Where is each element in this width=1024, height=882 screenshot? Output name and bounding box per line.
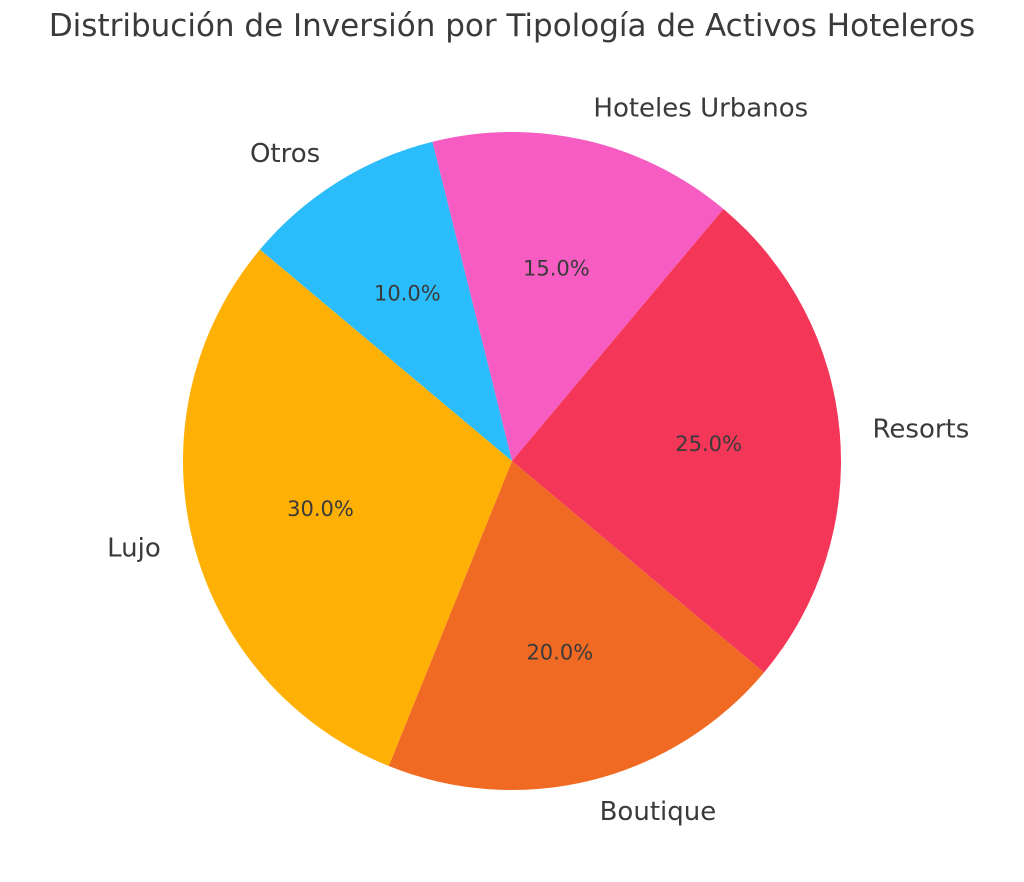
pie-label-resorts: Resorts: [873, 415, 970, 445]
pie-label-boutique: Boutique: [600, 797, 717, 827]
pie-pct-boutique: 20.0%: [526, 641, 593, 665]
pie-pct-resorts: 25.0%: [675, 432, 742, 456]
pie-label-hoteles-urbanos: Hoteles Urbanos: [593, 93, 808, 123]
pie-pct-otros: 10.0%: [374, 282, 441, 306]
chart-title: Distribución de Inversión por Tipología …: [48, 8, 976, 44]
pie-slice-resorts: [512, 208, 842, 673]
pie-slice-hoteles-urbanos: [432, 131, 724, 461]
pie-slice-lujo: [182, 249, 512, 767]
pie-pct-hoteles-urbanos: 15.0%: [523, 257, 590, 281]
pie-label-otros: Otros: [250, 139, 320, 169]
pie-pct-lujo: 30.0%: [287, 497, 354, 521]
pie-label-lujo: Lujo: [107, 534, 161, 564]
pie-slice-boutique: [388, 461, 765, 790]
pie-slice-otros: [259, 141, 512, 461]
